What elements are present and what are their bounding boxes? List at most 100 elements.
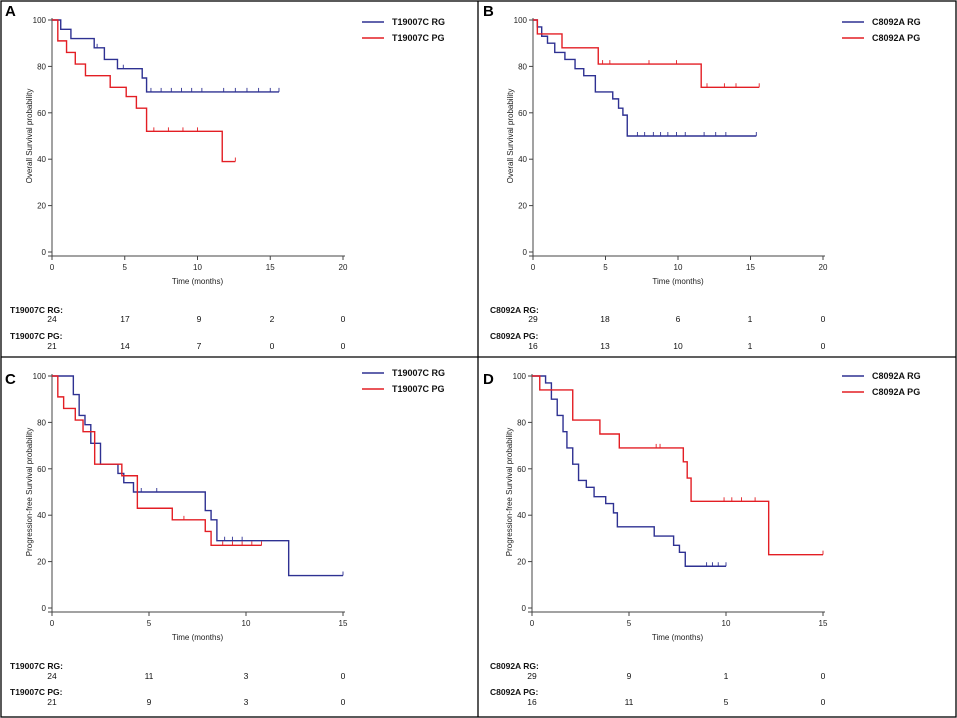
risk-table-value: 0 — [341, 341, 346, 351]
y-tick-label: 80 — [37, 418, 46, 427]
x-axis-label: Time (months) — [652, 633, 704, 642]
risk-table-value: 5 — [724, 697, 729, 707]
risk-table-value: 1 — [724, 671, 729, 681]
legend-label: T19007C PG — [392, 33, 445, 43]
y-tick-label: 60 — [517, 465, 526, 474]
y-tick-label: 100 — [514, 16, 528, 25]
risk-table-label: T19007C RG: — [10, 661, 63, 671]
risk-table-value: 0 — [821, 697, 826, 707]
x-tick-label: 10 — [674, 263, 683, 272]
risk-table-label: T19007C PG: — [10, 687, 63, 697]
y-axis-label: Progression-free Survival probability — [505, 428, 514, 557]
y-tick-label: 60 — [37, 465, 46, 474]
risk-table-value: 9 — [627, 671, 632, 681]
x-tick-label: 0 — [50, 619, 55, 628]
km-curve-pg — [532, 375, 823, 556]
x-tick-label: 5 — [123, 263, 128, 272]
risk-table-value: 2 — [270, 314, 275, 324]
panel-letter: C — [5, 371, 16, 388]
risk-table-value: 14 — [120, 341, 130, 351]
x-tick-label: 0 — [50, 263, 55, 272]
risk-table-value: 17 — [120, 314, 130, 324]
x-tick-label: 15 — [266, 263, 275, 272]
risk-table-value: 1 — [748, 314, 753, 324]
y-tick-label: 60 — [518, 109, 527, 118]
km-curve-rg — [52, 19, 279, 93]
risk-table-label: T19007C PG: — [10, 331, 63, 341]
y-axis-label: Overall Survival probability — [506, 89, 515, 184]
risk-table-label: C8092A RG: — [490, 661, 539, 671]
x-axis-label: Time (months) — [172, 277, 224, 286]
x-axis-label: Time (months) — [172, 633, 224, 642]
y-tick-label: 80 — [518, 62, 527, 71]
y-tick-label: 0 — [522, 604, 527, 613]
risk-table-value: 16 — [527, 697, 537, 707]
risk-table-label: C8092A RG: — [490, 305, 539, 315]
panel-letter: B — [483, 3, 494, 20]
y-tick-label: 100 — [513, 372, 527, 381]
risk-table-value: 3 — [244, 671, 249, 681]
y-tick-label: 20 — [517, 558, 526, 567]
y-tick-label: 40 — [37, 511, 46, 520]
x-tick-label: 5 — [147, 619, 152, 628]
x-tick-label: 5 — [627, 619, 632, 628]
x-axis-label: Time (months) — [652, 277, 704, 286]
risk-table-value: 6 — [676, 314, 681, 324]
x-tick-label: 10 — [722, 619, 731, 628]
risk-table-value: 0 — [341, 671, 346, 681]
risk-table-label: C8092A PG: — [490, 331, 539, 341]
x-tick-label: 0 — [530, 619, 535, 628]
risk-table-value: 9 — [197, 314, 202, 324]
risk-table-label: T19007C RG: — [10, 305, 63, 315]
risk-table-value: 24 — [47, 314, 57, 324]
risk-table-value: 0 — [821, 314, 826, 324]
y-tick-label: 80 — [37, 62, 46, 71]
risk-table-value: 10 — [673, 341, 683, 351]
y-tick-label: 100 — [33, 16, 47, 25]
km-curve-pg — [52, 375, 262, 547]
x-tick-label: 15 — [819, 619, 828, 628]
y-tick-label: 40 — [518, 155, 527, 164]
legend-label: C8092A PG — [872, 33, 920, 43]
risk-table-value: 21 — [47, 341, 57, 351]
km-curve-pg — [533, 19, 760, 88]
x-tick-label: 15 — [746, 263, 755, 272]
y-axis-label: Progression-free Survival probability — [25, 428, 34, 557]
y-tick-label: 20 — [518, 202, 527, 211]
y-tick-label: 20 — [37, 202, 46, 211]
risk-table-value: 18 — [600, 314, 610, 324]
legend-label: C8092A RG — [872, 371, 921, 381]
x-tick-label: 0 — [531, 263, 536, 272]
y-tick-label: 0 — [523, 248, 528, 257]
y-tick-label: 20 — [37, 558, 46, 567]
panel-c: C 0 20 40 60 80 100 0 5 10 15 Time (months) Progress… — [5, 368, 445, 707]
legend-label: T19007C RG — [392, 368, 445, 378]
km-curve-pg — [52, 19, 236, 163]
risk-table-value: 29 — [528, 314, 538, 324]
risk-table-value: 0 — [341, 314, 346, 324]
panel-letter: D — [483, 371, 494, 388]
y-tick-label: 40 — [517, 511, 526, 520]
y-tick-label: 60 — [37, 109, 46, 118]
risk-table-value: 21 — [47, 697, 57, 707]
km-curve-rg — [533, 19, 757, 137]
legend-label: T19007C RG — [392, 17, 445, 27]
risk-table-value: 13 — [600, 341, 610, 351]
legend-label: C8092A RG — [872, 17, 921, 27]
y-tick-label: 100 — [33, 372, 47, 381]
y-tick-label: 80 — [517, 418, 526, 427]
risk-table-value: 29 — [527, 671, 537, 681]
risk-table-value: 0 — [270, 341, 275, 351]
km-curve-rg — [52, 375, 343, 577]
risk-table-value: 1 — [748, 341, 753, 351]
x-tick-label: 20 — [819, 263, 828, 272]
x-tick-label: 20 — [339, 263, 348, 272]
risk-table-label: C8092A PG: — [490, 687, 539, 697]
risk-table-value: 3 — [244, 697, 249, 707]
legend-label: C8092A PG — [872, 387, 920, 397]
risk-table-value: 0 — [341, 697, 346, 707]
